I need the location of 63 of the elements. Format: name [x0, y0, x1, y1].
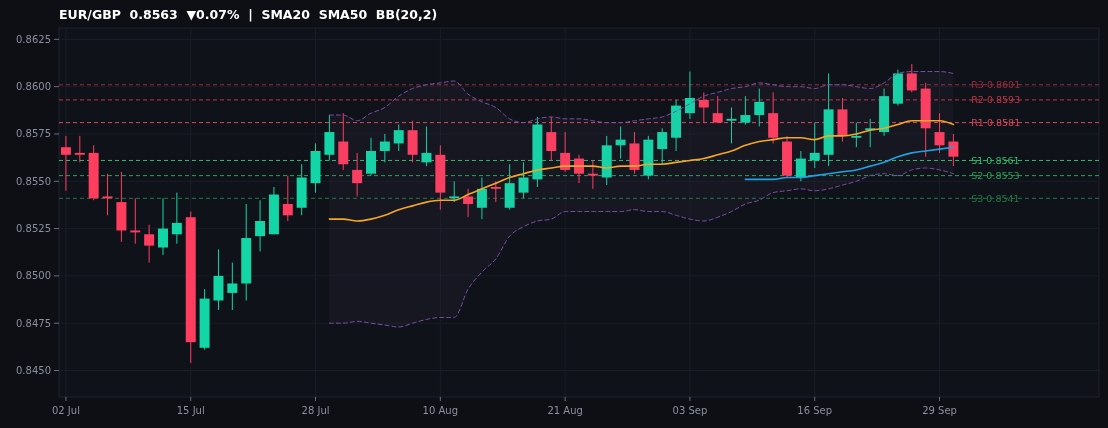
x-tick-label: 16 Sep: [797, 405, 833, 416]
x-tick-label: 29 Sep: [922, 405, 957, 416]
candlestick: [74, 135, 85, 163]
candlestick: [795, 150, 806, 182]
x-tick-label: 28 Jul: [301, 405, 330, 416]
candlestick: [352, 152, 363, 197]
candlestick: [449, 180, 460, 203]
ref-line-label: R2 0.8593: [971, 94, 1021, 106]
candlestick: [754, 88, 765, 127]
candlestick: [379, 133, 390, 163]
candlestick: [809, 122, 820, 169]
ref-line-label: R3 0.8601: [971, 79, 1021, 91]
y-tick-label: 0.8500: [16, 270, 51, 282]
candlestick: [934, 112, 945, 154]
y-tick-label: 0.8450: [16, 365, 51, 377]
candlestick: [102, 173, 113, 216]
x-tick-label: 03 Sep: [672, 405, 708, 416]
ref-line-label: S1 0.8561: [971, 154, 1020, 166]
ref-line-label: S2 0.8553: [971, 169, 1020, 181]
candlestick: [726, 106, 737, 144]
y-tick-label: 0.8625: [16, 33, 51, 45]
candlestick: [684, 71, 695, 120]
line-series: [328, 167, 954, 328]
candlestick: [130, 197, 141, 245]
candlestick: [740, 95, 751, 126]
y-tick-label: 0.8600: [16, 81, 51, 93]
candlestick: [463, 188, 474, 218]
candlestick: [490, 180, 501, 203]
line-series: [328, 119, 955, 222]
candlestick: [158, 197, 168, 256]
y-tick-label: 0.8475: [16, 317, 51, 329]
x-tick-label: 02 Jul: [51, 405, 80, 416]
candlestick: [560, 131, 571, 173]
candlestick: [144, 224, 155, 264]
ref-line-label: R1 0.8581: [971, 116, 1021, 128]
candlestick: [587, 159, 598, 190]
candlestick: [227, 262, 238, 311]
candlestick: [518, 161, 529, 199]
candlestick: [657, 127, 668, 165]
ref-line-label: S3 0.8541: [971, 192, 1020, 204]
candlestick: [476, 176, 487, 220]
candlestick: [948, 133, 959, 167]
x-tick-label: 10 Aug: [422, 405, 459, 416]
candlestick: [393, 124, 404, 152]
line-series: [328, 71, 954, 124]
candlestick: [698, 91, 709, 124]
candlestick: [906, 63, 917, 93]
candlestick: [421, 125, 432, 167]
y-tick-label: 0.8550: [16, 175, 51, 187]
candlestick: [712, 95, 723, 124]
candlestick: [171, 192, 182, 245]
candlestick: [366, 137, 376, 177]
candlestick: [851, 122, 862, 148]
y-tick-label: 0.8525: [16, 223, 51, 235]
candlestick: [255, 199, 266, 252]
x-tick-label: 21 Aug: [547, 405, 583, 416]
chart-title: EUR/GBP 0.8563 ▼0.07% | SMA20 SMA50 BB(20,2): [59, 7, 438, 22]
y-tick-label: 0.8575: [16, 128, 51, 140]
candlestick: [324, 114, 335, 161]
candlestick: [546, 116, 557, 161]
x-tick-label: 15 Jul: [176, 405, 205, 416]
candlestick: [282, 175, 293, 222]
candlestick: [338, 112, 349, 171]
